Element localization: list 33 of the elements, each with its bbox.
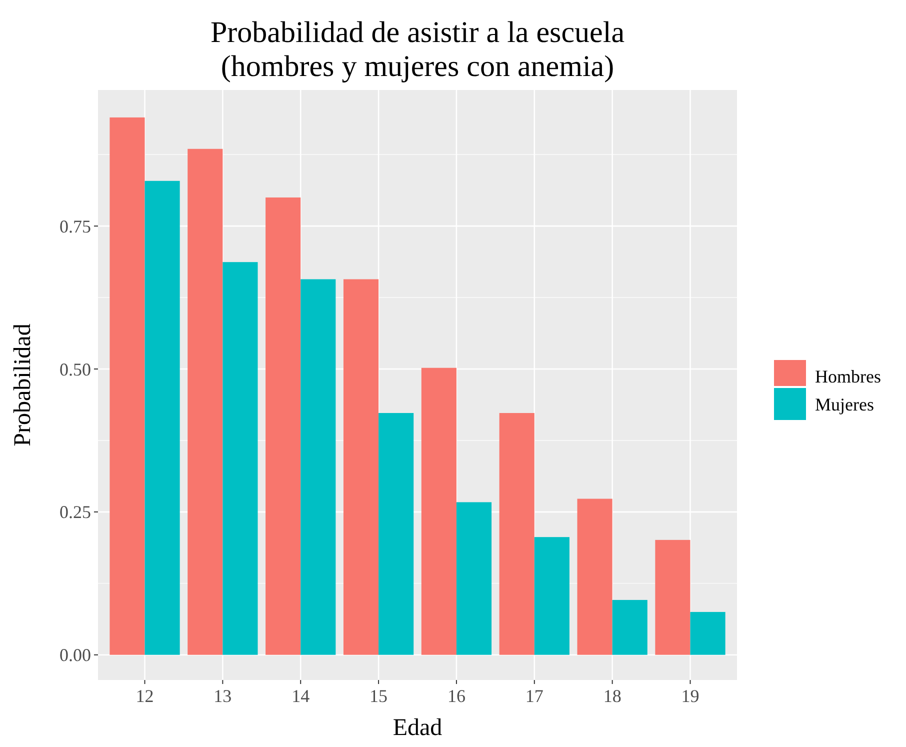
y-tick-label: 0.00 <box>60 645 91 666</box>
bar <box>612 600 648 655</box>
bar <box>300 279 336 655</box>
x-tick-label: 13 <box>214 686 232 706</box>
x-tick-label: 14 <box>292 686 310 706</box>
bar <box>655 540 690 655</box>
legend-label: Hombres <box>815 366 881 386</box>
bar <box>690 612 726 655</box>
y-axis-title: Probabilidad <box>10 324 36 446</box>
x-tick-label: 18 <box>603 686 622 706</box>
y-tick-label: 0.50 <box>60 359 91 380</box>
y-tick-label: 0.25 <box>60 502 91 522</box>
bar <box>456 502 492 655</box>
bar <box>534 537 570 655</box>
chart-title: Probabilidad de asistir a la escuela (hombres y mujeres con anemia) <box>210 16 625 83</box>
x-tick-label: 15 <box>370 686 388 706</box>
bar <box>110 117 145 655</box>
bar <box>577 498 612 655</box>
x-tick-label: 16 <box>447 686 466 706</box>
x-tick-label: 19 <box>681 686 700 706</box>
legend-label: Mujeres <box>815 394 874 414</box>
bar <box>421 368 456 655</box>
x-axis-title: Edad <box>392 715 442 741</box>
bar <box>499 413 534 655</box>
y-tick-label: 0.75 <box>60 216 91 236</box>
bar <box>144 180 180 655</box>
bar <box>343 279 379 655</box>
x-tick-label: 17 <box>525 686 544 706</box>
bar <box>188 148 223 655</box>
bar <box>266 197 301 655</box>
bar <box>222 262 258 655</box>
bar <box>378 413 414 655</box>
x-tick-label: 12 <box>136 686 154 706</box>
